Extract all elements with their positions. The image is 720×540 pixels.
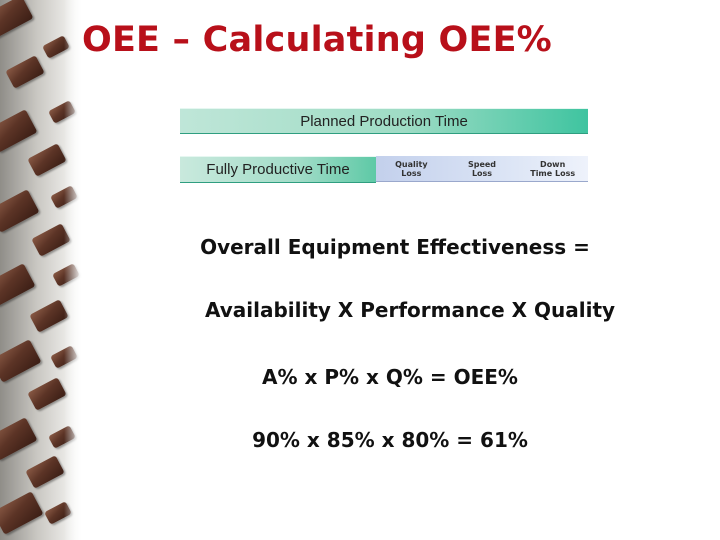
chocolate-bar-image [50, 185, 78, 209]
down-time-loss-label: Down Time Loss [530, 159, 576, 178]
planned-production-time-bar: Planned Production Time [180, 108, 588, 134]
oee-formula-line: A% x P% x Q% = OEE% [262, 365, 518, 389]
chocolate-bar-image [42, 35, 70, 59]
chocolate-bar-image [31, 223, 71, 257]
oee-example-line: 90% x 85% x 80% = 61% [252, 428, 528, 452]
planned-production-time-label: Planned Production Time [300, 112, 468, 130]
chocolate-bar-image [48, 425, 76, 449]
fully-productive-time-label: Fully Productive Time [206, 161, 350, 178]
chocolate-bar-image [5, 55, 45, 89]
chocolate-bar-image [27, 377, 67, 411]
slide-title: OEE – Calculating OEE% [82, 20, 552, 60]
chocolate-bar-image [0, 491, 44, 535]
chocolate-bar-image [52, 263, 80, 287]
chocolate-bar-image [48, 100, 76, 124]
speed-loss-label: Speed Loss [467, 159, 497, 178]
chocolate-conveyor-photo [0, 0, 82, 540]
chocolate-bar-image [0, 417, 38, 461]
chocolate-bar-image [0, 339, 42, 383]
loss-bar: Quality Loss Speed Loss Down Time Loss [376, 156, 588, 182]
quality-loss-label: Quality Loss [395, 159, 428, 178]
chocolate-bar-image [0, 263, 36, 307]
chocolate-bar-image [25, 455, 65, 489]
chocolate-bar-image [29, 299, 69, 333]
chocolate-bar-image [0, 109, 38, 153]
oee-factors-line: Availability X Performance X Quality [204, 298, 616, 322]
chocolate-bar-image [50, 345, 78, 369]
oee-definition-line: Overall Equipment Effectiveness = [200, 235, 590, 259]
chocolate-bar-image [0, 0, 34, 39]
chocolate-bar-image [0, 189, 40, 233]
chocolate-bar-image [27, 143, 67, 177]
fully-productive-time-bar: Fully Productive Time [180, 156, 376, 183]
chocolate-bar-image [44, 501, 72, 525]
